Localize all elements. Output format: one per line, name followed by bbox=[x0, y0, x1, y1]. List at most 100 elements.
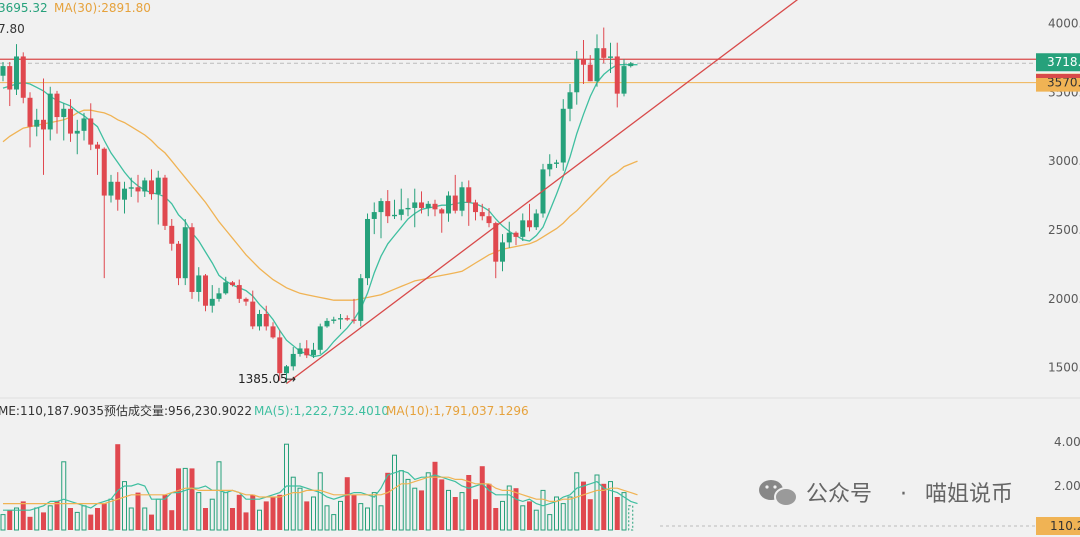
volume-bar bbox=[567, 496, 573, 531]
candle bbox=[61, 103, 67, 141]
ma30-line bbox=[2, 109, 638, 301]
price-axis: 4000.3500.3000.2500.2000.1500. bbox=[1048, 16, 1080, 374]
volume-bar bbox=[209, 498, 215, 531]
volume-bar bbox=[162, 494, 168, 530]
candle-body bbox=[317, 326, 323, 350]
candle bbox=[344, 315, 350, 321]
volume-bar bbox=[452, 497, 458, 530]
watermark-platform: 公众号 bbox=[806, 482, 872, 507]
legend-vol-ma10: MA(10):1,791,037.1296 bbox=[386, 404, 529, 418]
price-tags: 3718. 3570. 110.2 bbox=[660, 53, 1080, 535]
candle bbox=[533, 209, 539, 230]
volume-bar bbox=[547, 514, 553, 531]
price-tag-label: 3570. bbox=[1047, 76, 1080, 90]
volume-bar bbox=[243, 512, 249, 530]
volume-bar bbox=[608, 481, 613, 531]
candle bbox=[324, 318, 330, 328]
candle-body bbox=[223, 282, 229, 294]
volume-bar bbox=[621, 492, 627, 531]
volume-bar bbox=[54, 501, 60, 530]
candle bbox=[290, 347, 296, 371]
volume-bar bbox=[122, 481, 127, 531]
candle bbox=[236, 279, 242, 303]
candle-body bbox=[614, 56, 620, 94]
candle bbox=[47, 86, 53, 141]
candle-body bbox=[257, 313, 262, 327]
candle-body bbox=[412, 202, 418, 208]
candle-body bbox=[547, 163, 553, 170]
candle-body bbox=[290, 353, 296, 367]
volume-bar bbox=[257, 509, 262, 531]
price-tag-label: 3718. bbox=[1047, 55, 1080, 69]
low-annotation-label: 1385.05 bbox=[238, 372, 288, 386]
volume-bar bbox=[466, 475, 472, 530]
volume-bar bbox=[371, 492, 377, 531]
candle bbox=[149, 169, 154, 200]
candle bbox=[432, 199, 438, 217]
volume-bar bbox=[351, 494, 357, 530]
candle bbox=[587, 55, 593, 82]
candle bbox=[7, 61, 13, 107]
volume-bar bbox=[47, 505, 53, 531]
candle bbox=[358, 274, 364, 327]
candle bbox=[331, 316, 337, 324]
volume-bar bbox=[412, 487, 418, 531]
candle-body bbox=[250, 301, 256, 327]
volume-bar bbox=[270, 497, 276, 530]
candle bbox=[513, 231, 519, 246]
volume-tick-label: 2.000 bbox=[1054, 479, 1080, 493]
candle-body bbox=[378, 201, 384, 213]
volume-bar bbox=[432, 461, 438, 530]
candle-body bbox=[331, 319, 337, 321]
volume-bar bbox=[506, 485, 512, 531]
candle-body bbox=[567, 92, 573, 109]
watermark: 公众号 · 喵姐说币 bbox=[759, 480, 1013, 507]
volume-bar bbox=[500, 500, 505, 531]
volume-bar bbox=[27, 516, 33, 530]
volume-bar bbox=[203, 508, 208, 530]
volume-bar bbox=[392, 454, 397, 531]
candle-body bbox=[27, 97, 33, 127]
candle-body bbox=[128, 187, 134, 189]
candle-body bbox=[209, 298, 215, 306]
candle-body bbox=[277, 337, 283, 374]
candle-body bbox=[216, 293, 222, 299]
candle bbox=[479, 203, 485, 221]
volume-bar bbox=[41, 512, 46, 530]
candle-body bbox=[432, 203, 438, 210]
candle-body bbox=[398, 209, 404, 215]
candle-body bbox=[351, 319, 357, 321]
candle-body bbox=[513, 232, 519, 237]
candle-body bbox=[0, 66, 6, 76]
volume-bar bbox=[331, 514, 337, 531]
volume-bar bbox=[74, 511, 80, 531]
candle-body bbox=[297, 348, 303, 354]
legend-est-volume: 预估成交量:956,230.9022 bbox=[104, 403, 252, 418]
candle-body bbox=[324, 320, 330, 327]
candle bbox=[88, 103, 94, 151]
candle bbox=[439, 207, 445, 233]
candle-body bbox=[101, 148, 107, 196]
candle bbox=[398, 188, 404, 221]
volume-bar bbox=[263, 501, 269, 530]
candle bbox=[81, 112, 87, 141]
candle-body bbox=[61, 108, 67, 118]
candle-body bbox=[452, 195, 458, 211]
candle-body bbox=[621, 66, 627, 94]
candle-body bbox=[54, 93, 60, 118]
legend-vol-ma5: MA(5):1,222,732.4010 bbox=[254, 404, 389, 418]
candle bbox=[68, 99, 73, 142]
candle-body bbox=[135, 187, 141, 192]
candle bbox=[594, 34, 600, 87]
candle-body bbox=[574, 59, 580, 93]
candle bbox=[203, 274, 208, 312]
candle bbox=[209, 285, 215, 313]
candle-body bbox=[34, 119, 40, 127]
candle bbox=[554, 159, 559, 169]
candle-body bbox=[74, 130, 80, 134]
volume-bar bbox=[20, 501, 26, 530]
trendline[interactable] bbox=[286, 0, 1041, 385]
candle bbox=[392, 199, 397, 219]
candle-body bbox=[270, 326, 276, 338]
